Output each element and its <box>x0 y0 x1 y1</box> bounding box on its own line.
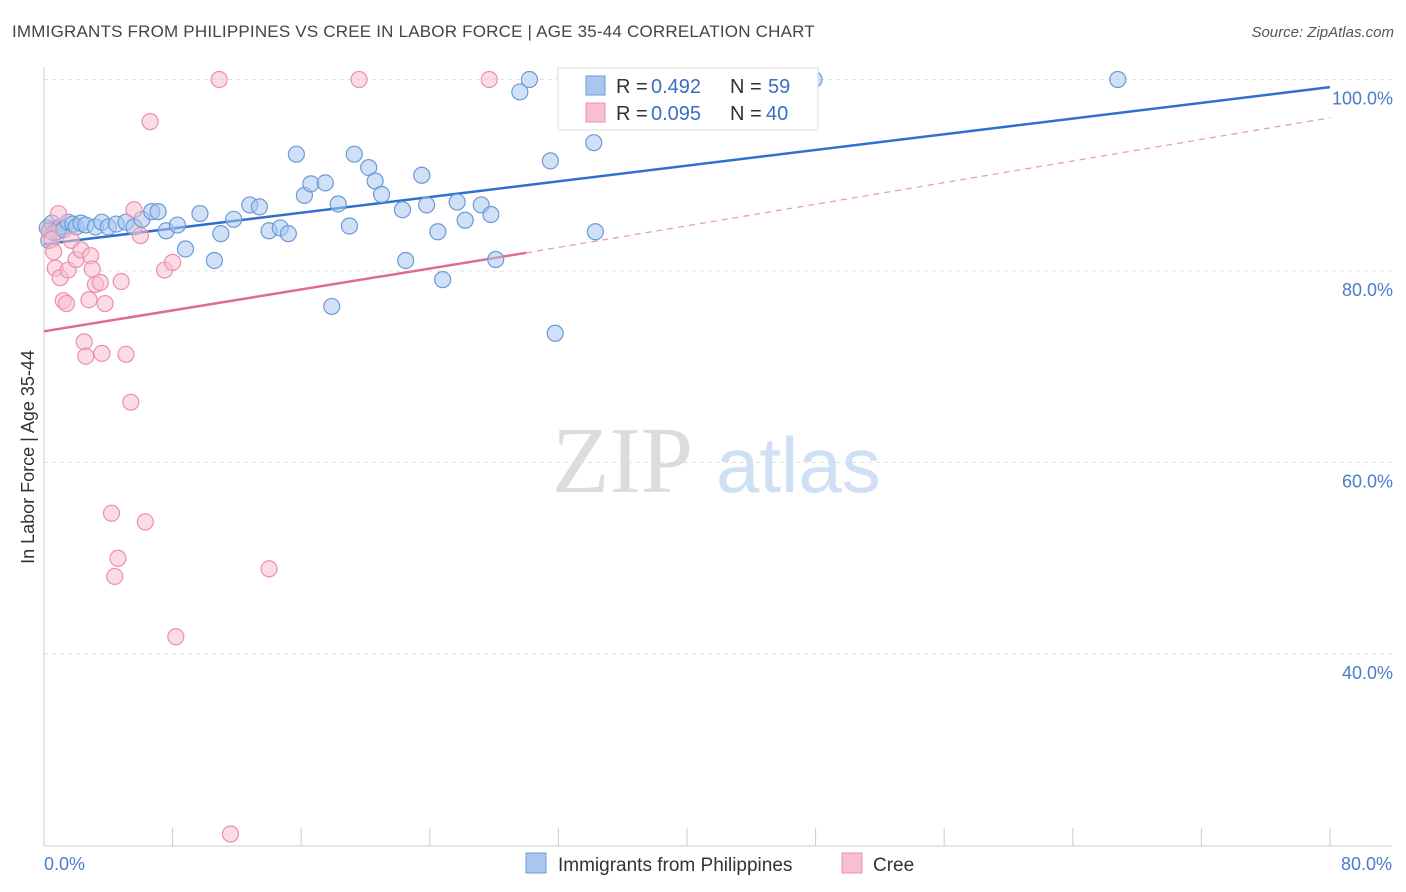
data-point-pink-22 <box>106 567 124 586</box>
data-point-blue-49 <box>429 223 447 241</box>
data-point-pink-20 <box>96 294 114 313</box>
data-point-blue-44 <box>372 185 391 203</box>
data-point-pink-37 <box>350 70 368 89</box>
y-tick-label-40: 40.0% <box>1342 663 1393 683</box>
legend-swatch-cree <box>841 852 863 874</box>
data-point-pink-12 <box>75 333 93 351</box>
data-point-pink-21 <box>102 504 121 522</box>
chart-title: IMMIGRANTS FROM PHILIPPINES VS CREE IN L… <box>12 22 815 41</box>
data-point-blue-46 <box>397 251 415 270</box>
data-point-pink-36 <box>260 560 278 578</box>
stats-n-label-pink: N = <box>730 103 762 125</box>
trend-line-extension-pink <box>526 117 1331 254</box>
watermark: ZIP atlas <box>552 409 881 513</box>
data-point-blue-63 <box>1109 70 1127 89</box>
data-point-pink-19 <box>93 344 111 362</box>
data-point-blue-50 <box>434 271 452 289</box>
points-layer <box>38 70 1127 843</box>
stats-r-label-blue: R = <box>616 76 648 98</box>
data-point-blue-36 <box>302 175 320 193</box>
data-point-blue-39 <box>329 195 347 213</box>
data-point-blue-57 <box>520 70 539 89</box>
series-legend: Immigrants from Philippines Cree <box>525 852 914 876</box>
data-point-blue-21 <box>149 203 167 221</box>
data-point-blue-45 <box>393 201 412 219</box>
x-tick-label-min: 0.0% <box>44 854 85 874</box>
data-point-pink-25 <box>117 345 135 363</box>
data-point-blue-58 <box>541 152 559 170</box>
stats-r-value-blue: 0.492 <box>651 76 701 98</box>
data-point-blue-56 <box>511 83 529 101</box>
data-point-pink-23 <box>109 549 127 567</box>
stats-n-label-blue: N = <box>730 76 762 98</box>
data-point-pink-35 <box>221 825 240 843</box>
data-point-blue-24 <box>176 240 195 258</box>
data-point-pink-34 <box>210 70 228 89</box>
data-point-pink-14 <box>80 291 98 309</box>
data-point-pink-26 <box>122 393 140 411</box>
watermark-atlas: atlas <box>716 421 881 509</box>
data-point-blue-40 <box>340 217 359 235</box>
watermark-zip: ZIP <box>552 409 693 513</box>
legend-label-cree: Cree <box>873 855 914 876</box>
grid-layer <box>44 79 1392 655</box>
trend-line-pink <box>43 251 527 333</box>
data-point-blue-33 <box>279 225 297 243</box>
stats-legend: R = 0.492 N = 59 R = 0.095 N = 40 <box>557 67 819 131</box>
data-point-pink-2 <box>45 243 63 261</box>
source-label: Source: ZipAtlas.com <box>1251 24 1394 41</box>
data-point-blue-38 <box>323 297 341 316</box>
data-point-pink-13 <box>77 347 95 365</box>
data-point-blue-41 <box>345 145 363 163</box>
y-tick-label-80: 80.0% <box>1342 280 1393 300</box>
data-point-pink-24 <box>112 272 130 291</box>
y-tick-label-60: 60.0% <box>1342 472 1393 492</box>
data-point-blue-34 <box>287 145 305 163</box>
data-point-pink-7 <box>57 294 76 313</box>
stats-n-value-blue: 59 <box>768 76 790 98</box>
data-point-blue-30 <box>250 198 269 216</box>
data-point-blue-55 <box>487 250 505 269</box>
data-point-blue-54 <box>482 205 500 224</box>
data-point-blue-25 <box>191 204 209 223</box>
stats-legend-swatch-blue <box>585 75 606 96</box>
data-point-blue-51 <box>448 193 466 211</box>
stats-legend-swatch-pink <box>585 102 606 123</box>
data-point-pink-29 <box>136 513 154 531</box>
data-point-blue-28 <box>225 210 243 228</box>
data-point-blue-27 <box>212 225 230 243</box>
x-tick-marks <box>172 828 1331 846</box>
legend-swatch-philippines <box>525 852 547 874</box>
data-point-blue-52 <box>456 211 474 229</box>
x-tick-label-max: 80.0% <box>1341 854 1392 874</box>
trend-line-blue <box>43 85 1331 246</box>
data-point-pink-18 <box>91 273 109 292</box>
data-point-blue-23 <box>168 216 187 234</box>
stats-n-value-pink: 40 <box>766 103 788 125</box>
data-point-blue-61 <box>586 223 604 241</box>
data-point-blue-26 <box>205 251 223 270</box>
data-point-blue-48 <box>417 196 436 214</box>
data-point-pink-32 <box>164 253 182 271</box>
data-point-pink-38 <box>480 70 498 89</box>
data-point-pink-27 <box>125 201 143 219</box>
y-tick-label-100: 100.0% <box>1332 89 1393 109</box>
data-point-pink-4 <box>49 204 68 223</box>
trend-layer <box>43 85 1331 333</box>
data-point-pink-30 <box>141 113 159 131</box>
data-point-pink-28 <box>131 226 150 245</box>
data-point-blue-59 <box>546 324 564 342</box>
data-point-blue-37 <box>316 174 334 192</box>
data-point-blue-47 <box>413 166 431 184</box>
legend-label-philippines: Immigrants from Philippines <box>558 855 792 876</box>
data-point-pink-33 <box>167 628 185 646</box>
y-tick-labels: 40.0% 60.0% 80.0% 100.0% <box>1332 89 1393 684</box>
stats-r-label-pink: R = <box>616 103 648 125</box>
y-axis-label: In Labor Force | Age 35-44 <box>18 350 38 564</box>
data-point-blue-60 <box>585 134 603 152</box>
stats-r-value-pink: 0.095 <box>651 103 701 125</box>
